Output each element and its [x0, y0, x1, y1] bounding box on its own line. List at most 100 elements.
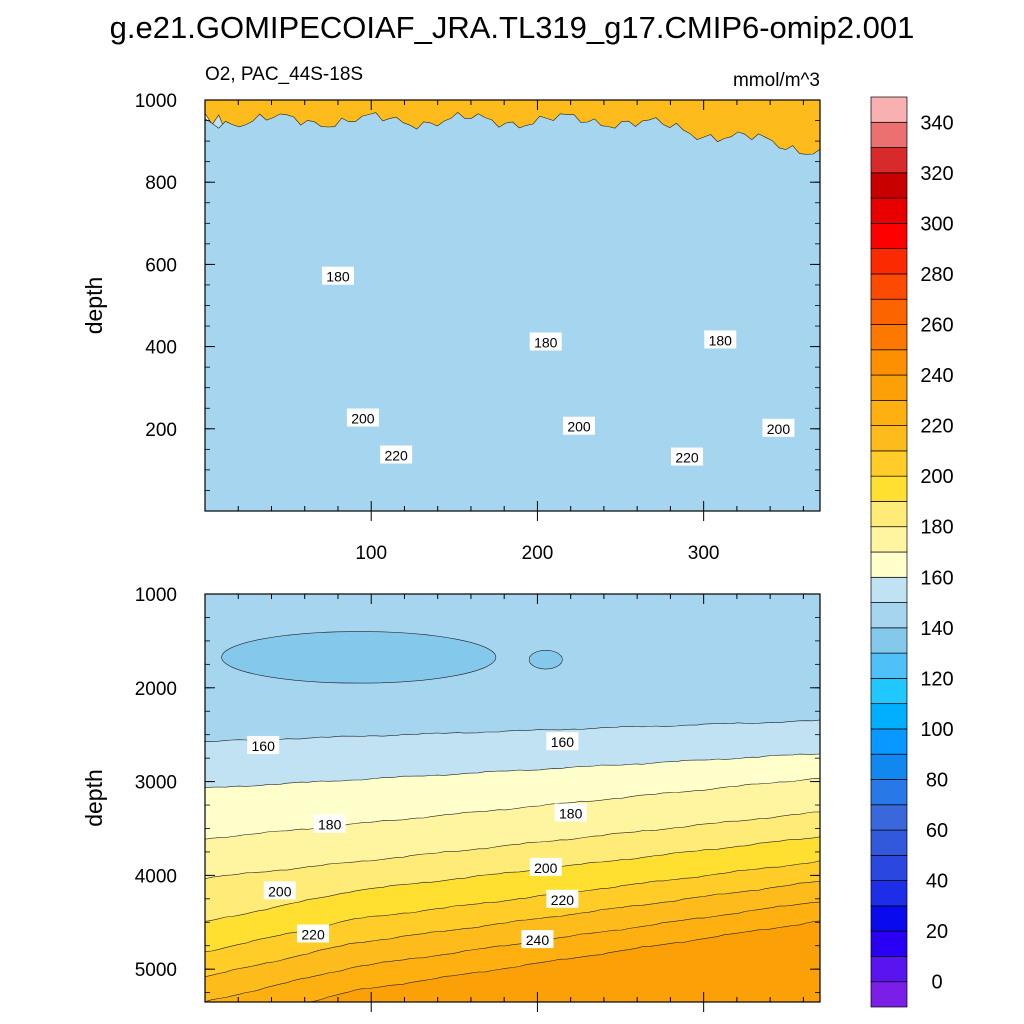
svg-text:240: 240 [526, 932, 550, 948]
colorbar-label: 220 [920, 416, 953, 438]
bottom-contour-label: 200 [263, 881, 296, 900]
colorbar-box-0 [870, 981, 908, 1008]
colorbar-box-110 [870, 703, 908, 730]
bottom-y-tick-label: 4000 [135, 866, 177, 887]
colorbar-box-220 [870, 425, 908, 452]
top-band-150 [205, 112, 820, 511]
bottom-contour-panel: 1000 2000 3000 4000 5000 depth 160 160 180 180 200… [81, 585, 821, 1012]
bottom-y-axis-label: depth [81, 769, 107, 827]
bottom-contour-label: 180 [313, 814, 346, 833]
svg-text:200: 200 [567, 419, 591, 435]
bottom-y-tick-label: 3000 [135, 773, 177, 794]
colorbar-label: 240 [920, 365, 953, 387]
colorbar-label: 80 [926, 770, 948, 792]
bottom-contour-label: 160 [546, 732, 579, 751]
colorbar-label: 320 [920, 163, 953, 185]
colorbar-box-350 [870, 96, 908, 123]
colorbar-box-80 [870, 779, 908, 806]
colorbar-box-40 [870, 880, 908, 907]
colorbar-label: 140 [920, 618, 953, 640]
top-contour-label: 220 [380, 445, 413, 464]
bottom-contour-label: 200 [529, 857, 562, 876]
colorbar-box-10 [870, 956, 908, 983]
svg-text:160: 160 [551, 734, 575, 750]
colorbar: 0 20 40 60 80 100 120 140 160 180 200 220 240 260 280 3… [870, 96, 954, 1008]
colorbar-box-270 [870, 298, 908, 325]
top-y-axis-label: depth [81, 277, 107, 335]
bottom-contour-label: 160 [247, 735, 280, 754]
colorbar-box-140 [870, 627, 908, 654]
colorbar-label: 180 [920, 517, 953, 539]
colorbar-box-90 [870, 753, 908, 780]
colorbar-box-60 [870, 829, 908, 856]
colorbar-box-200 [870, 475, 908, 502]
bottom-contour-label: 180 [554, 803, 587, 822]
top-contour-label: 180 [321, 266, 354, 285]
colorbar-box-70 [870, 804, 908, 831]
colorbar-label: 0 [931, 972, 942, 994]
top-x-tick-label: 200 [522, 543, 554, 564]
svg-text:220: 220 [551, 892, 575, 908]
colorbar-box-100 [870, 728, 908, 755]
colorbar-box-120 [870, 678, 908, 705]
top-x-tick-label: 300 [688, 543, 720, 564]
top-fills [205, 100, 820, 511]
colorbar-box-260 [870, 324, 908, 351]
colorbar-label: 160 [920, 567, 953, 589]
top-contour-label: 200 [762, 418, 795, 437]
bottom-low-patch-0 [221, 631, 497, 684]
bottom-contour-label: 220 [546, 889, 579, 908]
bottom-y-tick-label: 1000 [135, 585, 177, 606]
top-contour-label: 180 [529, 332, 562, 351]
colorbar-box-130 [870, 652, 908, 679]
colorbar-box-190 [870, 501, 908, 528]
top-y-tick-label: 600 [145, 255, 177, 276]
bottom-contour-label: 220 [297, 924, 330, 943]
figure-title: g.e21.GOMIPECOIAF_JRA.TL319_g17.CMIP6-om… [110, 10, 915, 45]
colorbar-label: 200 [920, 466, 953, 488]
top-y-tick-label: 200 [145, 420, 177, 441]
units-label: mmol/m^3 [733, 70, 820, 91]
svg-text:180: 180 [534, 334, 558, 350]
top-contour-panel: 100 200 300 200 400 600 800 1000 depth 220 220 200 2… [81, 91, 821, 564]
colorbar-label: 300 [920, 213, 953, 235]
top-y-tick-label: 800 [145, 173, 177, 194]
colorbar-label: 20 [926, 921, 948, 943]
colorbar-label: 40 [926, 871, 948, 893]
colorbar-box-170 [870, 551, 908, 578]
svg-text:180: 180 [318, 817, 342, 833]
colorbar-box-320 [870, 172, 908, 199]
top-y-tick-label: 1000 [135, 91, 177, 112]
svg-text:200: 200 [534, 860, 558, 876]
colorbar-box-50 [870, 854, 908, 881]
colorbar-box-290 [870, 248, 908, 275]
colorbar-box-340 [870, 121, 908, 148]
colorbar-box-280 [870, 273, 908, 300]
svg-text:220: 220 [301, 926, 325, 942]
bottom-y-tick-label: 2000 [135, 679, 177, 700]
colorbar-box-160 [870, 576, 908, 603]
colorbar-box-330 [870, 147, 908, 174]
top-x-tick-label: 100 [355, 543, 387, 564]
colorbar-box-150 [870, 602, 908, 629]
colorbar-box-250 [870, 349, 908, 376]
svg-text:180: 180 [559, 805, 583, 821]
bottom-y-tick-label: 5000 [135, 960, 177, 981]
colorbar-label: 100 [920, 719, 953, 741]
bottom-fills [205, 594, 820, 1002]
bottom-contour-label: 240 [521, 930, 554, 949]
colorbar-label: 60 [926, 820, 948, 842]
colorbar-box-210 [870, 450, 908, 477]
colorbar-box-310 [870, 197, 908, 224]
svg-text:160: 160 [251, 738, 275, 754]
subtitle-left: O2, PAC_44S-18S [205, 64, 363, 85]
svg-text:220: 220 [675, 450, 699, 466]
colorbar-box-300 [870, 223, 908, 250]
colorbar-label: 120 [920, 668, 953, 690]
colorbar-box-240 [870, 374, 908, 401]
colorbar-box-230 [870, 399, 908, 426]
colorbar-box-180 [870, 526, 908, 553]
colorbar-box-20 [870, 930, 908, 957]
colorbar-label: 280 [920, 264, 953, 286]
